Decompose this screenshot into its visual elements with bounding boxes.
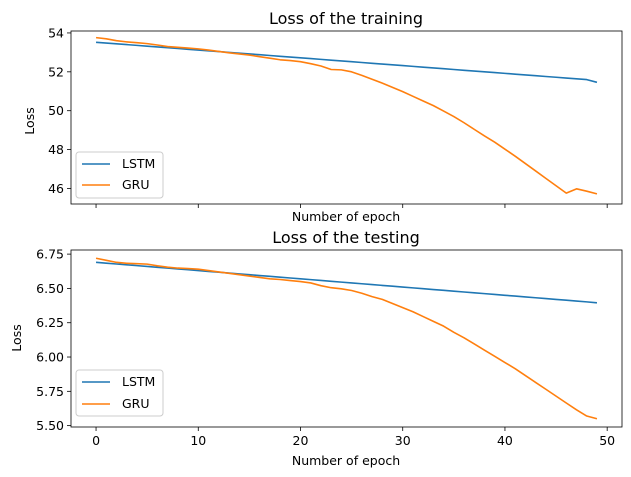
testing-loss-chart: Loss of the testing Number of epoch Loss…	[9, 228, 623, 468]
series-lines	[95, 257, 598, 420]
series-lines	[95, 36, 598, 195]
series-line-gru	[95, 36, 598, 195]
y-tick-label: 52	[48, 64, 64, 79]
x-tick-label: 20	[293, 433, 309, 448]
chart-title: Loss of the testing	[272, 228, 420, 247]
x-tick-label: 30	[395, 433, 411, 448]
y-tick-label: 48	[48, 142, 64, 157]
y-tick-label: 5.50	[36, 418, 64, 433]
y-tick-label: 6.00	[36, 350, 64, 365]
series-line-lstm	[95, 41, 598, 84]
x-tick-label: 10	[190, 433, 206, 448]
y-axis-label: Loss	[22, 107, 37, 134]
y-tick-label: 50	[48, 103, 64, 118]
x-tick-label: 0	[92, 433, 100, 448]
y-tick-label: 6.50	[36, 281, 64, 296]
legend: LSTM GRU	[75, 369, 164, 417]
y-tick-label: 54	[48, 25, 64, 40]
legend-label-lstm: LSTM	[122, 374, 155, 389]
plot-frame	[70, 30, 623, 205]
x-axis-ticks: 0 10 20 30 40 50	[92, 427, 615, 448]
x-tick-label: 50	[599, 433, 615, 448]
x-tick-label: 40	[497, 433, 513, 448]
training-loss-chart: Loss of the training Number of epoch Los…	[22, 9, 623, 224]
x-axis-ticks	[95, 204, 608, 208]
x-axis-label: Number of epoch	[292, 453, 400, 468]
y-axis-ticks: 5.50 5.75 6.00 6.25 6.50 6.75	[36, 247, 71, 433]
series-line-gru	[95, 257, 598, 420]
x-axis-label: Number of epoch	[292, 209, 400, 224]
y-tick-label: 5.75	[36, 384, 64, 399]
chart-title: Loss of the training	[269, 9, 423, 28]
y-tick-label: 6.25	[36, 315, 64, 330]
legend-label-gru: GRU	[122, 396, 150, 411]
y-tick-label: 6.75	[36, 247, 64, 262]
legend: LSTM GRU	[75, 151, 164, 199]
y-axis-label: Loss	[9, 324, 24, 351]
series-line-lstm	[95, 261, 598, 304]
legend-label-gru: GRU	[122, 177, 150, 192]
y-axis-ticks: 46 48 50 52 54	[48, 25, 71, 196]
legend-label-lstm: LSTM	[122, 156, 155, 171]
y-tick-label: 46	[48, 181, 64, 196]
plot-frame	[70, 249, 623, 428]
